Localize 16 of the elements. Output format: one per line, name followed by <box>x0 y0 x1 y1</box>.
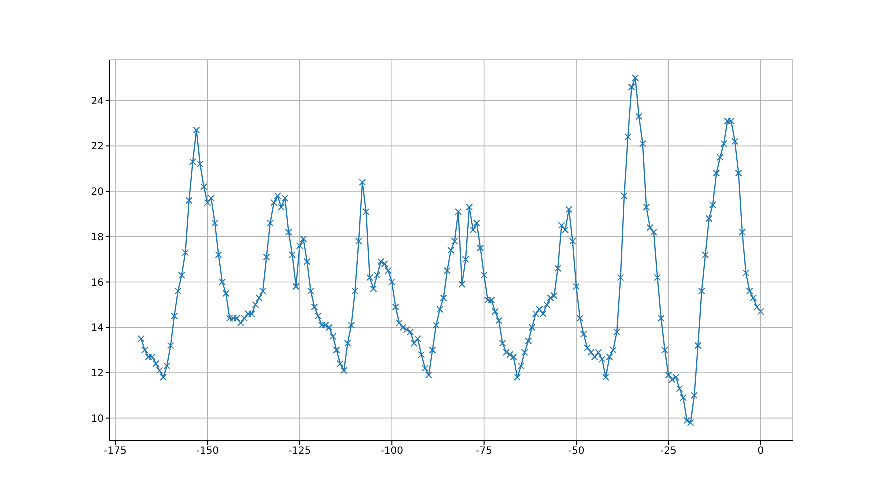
y-tick-label: 12 <box>91 368 104 380</box>
x-tick-label: -175 <box>104 446 127 458</box>
y-tick-label: 18 <box>91 232 104 244</box>
y-tick-label: 22 <box>91 142 104 153</box>
x-tick-label: -150 <box>196 446 220 458</box>
y-tick-label: 10 <box>91 414 104 425</box>
x-tick-label: -125 <box>288 446 312 458</box>
x-tick-label: -25 <box>660 446 677 458</box>
x-tick-label: -100 <box>380 446 404 458</box>
x-tick-label: -75 <box>476 446 492 458</box>
x-tick-label: -50 <box>568 446 585 458</box>
y-tick-label: 24 <box>91 96 104 108</box>
y-tick-label: 14 <box>91 323 104 334</box>
x-tick-label: 0 <box>758 446 764 458</box>
y-tick-label: 16 <box>91 278 104 289</box>
y-tick-label: 20 <box>91 187 104 198</box>
